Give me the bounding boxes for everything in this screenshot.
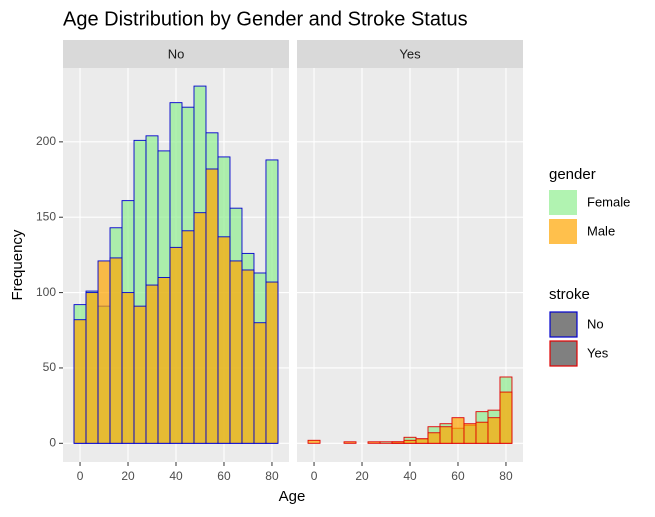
legend-key <box>549 219 577 244</box>
bar <box>265 281 279 444</box>
bar <box>97 260 111 444</box>
legend-label: Male <box>587 223 615 238</box>
bar <box>133 305 147 444</box>
x-tick-label: 60 <box>451 469 465 483</box>
bar <box>217 236 231 444</box>
x-tick-label: 60 <box>217 469 231 483</box>
bar <box>487 417 501 444</box>
bar <box>241 269 255 444</box>
x-tick-label: 0 <box>311 469 318 483</box>
bar <box>343 441 357 444</box>
bar <box>499 391 513 444</box>
x-tick-label: 20 <box>121 469 135 483</box>
bar <box>307 439 321 444</box>
bar <box>439 426 453 444</box>
x-tick-label: 80 <box>265 469 279 483</box>
bar <box>367 441 381 444</box>
bar <box>415 438 429 444</box>
strip-label: No <box>168 46 185 61</box>
y-axis-label: Frequency <box>9 229 26 300</box>
x-tick-label: 0 <box>77 469 84 483</box>
bar <box>229 260 243 444</box>
x-axis-label: Age <box>279 488 306 505</box>
bar <box>145 284 159 444</box>
legend-title: gender <box>549 166 596 183</box>
strip-label: Yes <box>399 46 421 61</box>
bar <box>157 277 171 444</box>
legend-key <box>549 340 578 367</box>
bar <box>73 319 87 444</box>
bar <box>169 246 183 444</box>
y-tick-label: 50 <box>43 360 57 374</box>
strip <box>297 40 523 68</box>
legend-label: No <box>587 316 604 331</box>
bar <box>451 417 465 444</box>
legend-key <box>549 311 578 338</box>
bar <box>205 168 219 444</box>
y-tick-label: 200 <box>36 134 56 148</box>
legend-label: Yes <box>587 345 609 360</box>
x-tick-label: 40 <box>403 469 417 483</box>
legend-title: stroke <box>549 286 590 303</box>
bar <box>253 322 267 444</box>
x-tick-label: 80 <box>499 469 513 483</box>
chart-title: Age Distribution by Gender and Stroke St… <box>63 8 468 30</box>
bar <box>379 441 393 444</box>
bar <box>475 421 489 444</box>
bar <box>427 432 441 444</box>
bar <box>463 423 477 444</box>
bar <box>109 257 123 444</box>
x-tick-label: 40 <box>169 469 183 483</box>
bar <box>181 230 195 444</box>
strip <box>63 40 289 68</box>
bar <box>121 292 135 444</box>
x-tick-label: 20 <box>355 469 369 483</box>
legend-key <box>549 190 577 215</box>
y-tick-label: 0 <box>49 435 56 449</box>
bar <box>403 439 417 444</box>
legend-label: Female <box>587 194 630 209</box>
bar <box>391 441 405 444</box>
y-tick-label: 100 <box>36 285 56 299</box>
bar <box>193 212 207 444</box>
bar <box>85 292 99 444</box>
y-tick-label: 150 <box>36 209 56 223</box>
